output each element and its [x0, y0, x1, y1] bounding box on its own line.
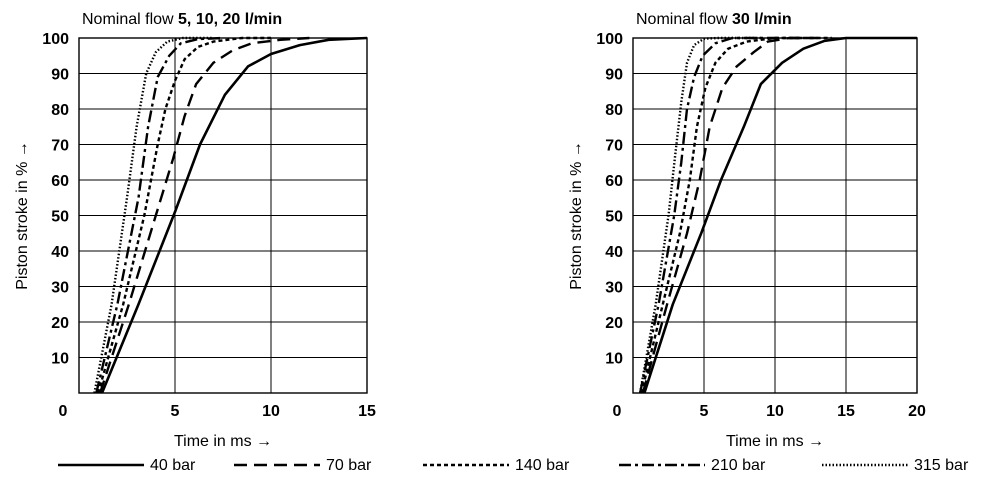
- y-tick-label: 40: [605, 244, 623, 261]
- y-tick-label: 40: [51, 244, 69, 261]
- y-tick-label: 50: [51, 209, 69, 226]
- series-line-315-bar: [638, 36, 761, 394]
- chart-title-bold: 30 l/min: [732, 11, 792, 28]
- y-tick-label: 100: [42, 31, 69, 48]
- y-tick-label: 90: [605, 67, 623, 84]
- y-tick-label: 30: [51, 280, 69, 297]
- legend: 40 bar 70 bar 140 bar 210 bar 315 bar: [58, 457, 969, 474]
- y-tick-label: 50: [605, 209, 623, 226]
- y-tick-label: 10: [605, 351, 623, 368]
- y-axis-label: Piston stroke in % →: [568, 141, 585, 290]
- series-line-140-bar: [640, 36, 832, 394]
- y-tick-label: 60: [605, 173, 623, 190]
- legend-label: 40 bar: [150, 457, 196, 474]
- y-tick-label: 60: [51, 173, 69, 190]
- y-tick-label: 30: [605, 280, 623, 297]
- y-tick-label: 80: [51, 102, 69, 119]
- series-line-70-bar: [641, 36, 818, 394]
- y-tick-label: 70: [605, 138, 623, 155]
- x-tick-label: 20: [908, 403, 926, 420]
- y-tick-label: 70: [51, 138, 69, 155]
- series-line-315-bar: [93, 36, 214, 394]
- chart-title-prefix: Nominal flow: [636, 11, 732, 28]
- y-tick-label: 10: [51, 351, 69, 368]
- y-tick-label: 90: [51, 67, 69, 84]
- series-line-40-bar: [643, 36, 917, 394]
- chart-title: Nominal flow 30 l/min: [636, 11, 792, 28]
- legend-item: 140 bar: [423, 457, 570, 474]
- legend-label: 140 bar: [515, 457, 570, 474]
- chart-title-prefix: Nominal flow: [82, 11, 178, 28]
- legend-item: 315 bar: [822, 457, 969, 474]
- x-axis-label: Time in ms →: [174, 433, 272, 450]
- series-line-40-bar: [100, 36, 368, 394]
- x-tick-label: 0: [613, 403, 622, 420]
- series-line-70-bar: [98, 36, 310, 394]
- chart-panel-left: 10 20 30 40 50 60 70 80 90 100 0 5 10 15 Nominal flow …: [14, 11, 376, 450]
- plot-frame: [78, 37, 368, 394]
- x-tick-label: 10: [766, 403, 784, 420]
- x-tick-label: 10: [262, 403, 280, 420]
- legend-label: 70 bar: [326, 457, 372, 474]
- chart-panel-right: 10 20 30 40 50 60 70 80 90 100 0 5 10 15 20 Nominal flo…: [568, 11, 926, 450]
- y-tick-label: 80: [605, 102, 623, 119]
- legend-item: 70 bar: [234, 457, 372, 474]
- x-tick-label: 5: [700, 403, 709, 420]
- y-tick-label: 20: [605, 315, 623, 332]
- legend-label: 210 bar: [711, 457, 766, 474]
- series-line-210-bar: [638, 36, 804, 394]
- x-tick-label: 5: [171, 403, 180, 420]
- x-tick-label: 0: [59, 403, 68, 420]
- y-tick-label: 100: [596, 31, 623, 48]
- y-axis-label: Piston stroke in % →: [14, 141, 31, 290]
- legend-label: 315 bar: [914, 457, 969, 474]
- x-tick-label: 15: [358, 403, 376, 420]
- x-tick-label: 15: [837, 403, 855, 420]
- chart-title-bold: 5, 10, 20 l/min: [178, 11, 282, 28]
- y-tick-label: 20: [51, 315, 69, 332]
- legend-item: 210 bar: [619, 457, 766, 474]
- series-line-210-bar: [95, 36, 224, 394]
- x-axis-label: Time in ms →: [726, 433, 824, 450]
- legend-item: 40 bar: [58, 457, 196, 474]
- chart-title: Nominal flow 5, 10, 20 l/min: [82, 11, 282, 28]
